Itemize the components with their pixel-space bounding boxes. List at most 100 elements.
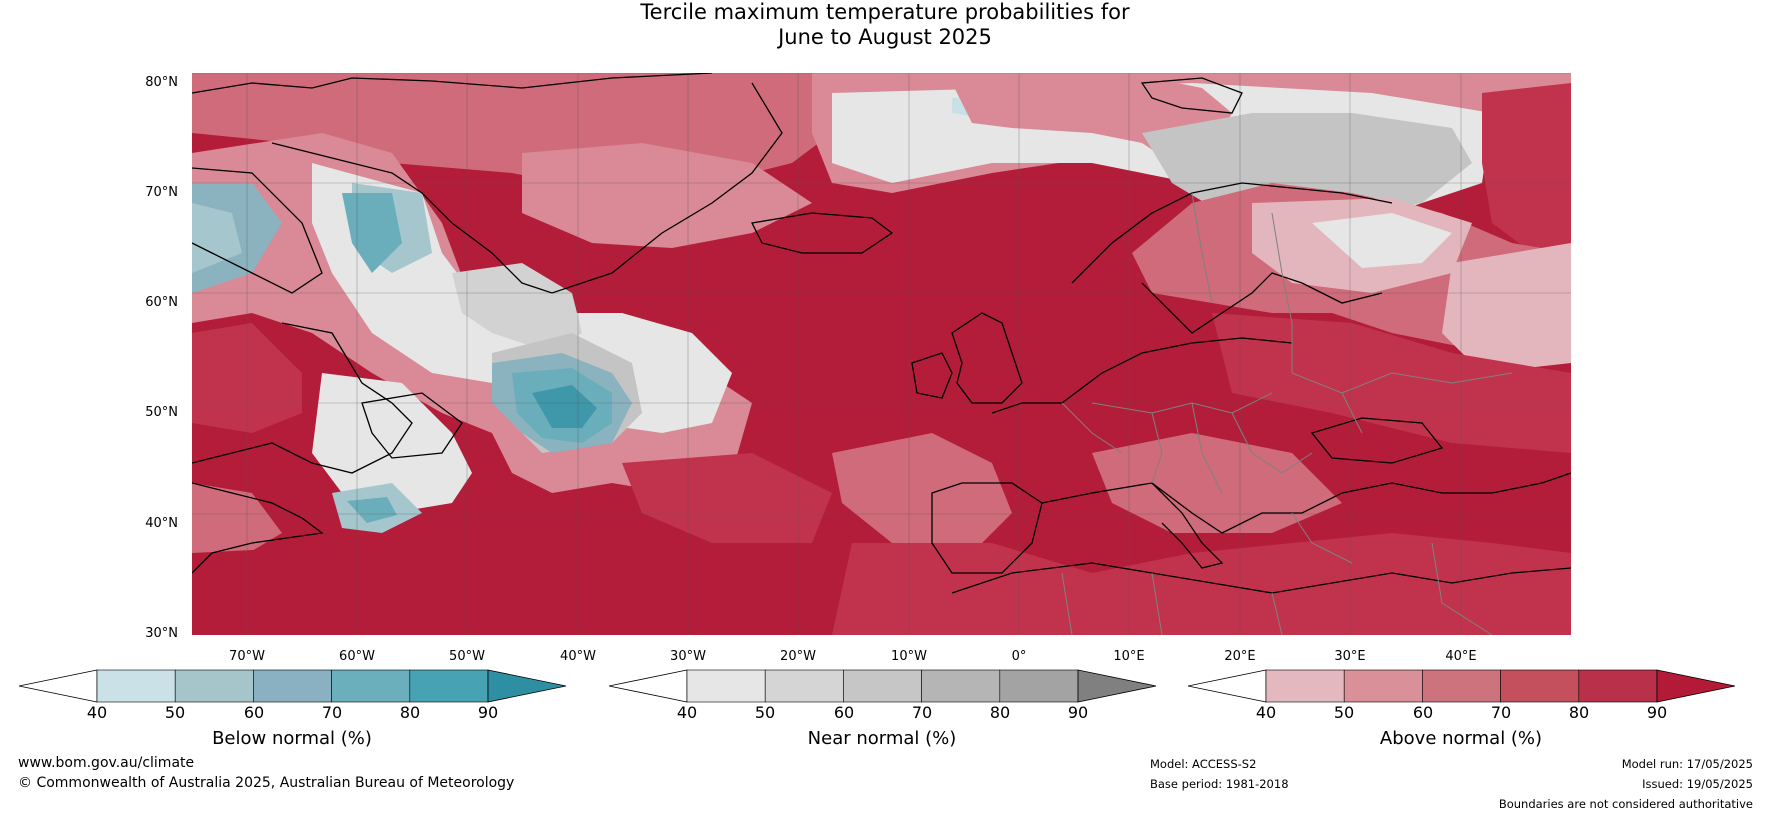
footer-copyright: © Commonwealth of Australia 2025, Austra… [18,775,515,791]
legend-near-tick-60: 60 [833,703,855,722]
legend-below-tick-70: 70 [321,703,343,722]
footer-disclaimer: Boundaries are not considered authoritat… [1498,797,1753,811]
legend-above-tick-40: 40 [1255,703,1277,722]
forecast-map[interactable] [192,73,1571,635]
legend-above-tick-80: 80 [1568,703,1590,722]
legend-below-min-arrow [18,669,98,703]
us-east-coast [192,482,324,574]
lon-label-70w: 70°W [229,649,265,664]
footer-model-run: Model run: 17/05/2025 [1621,757,1753,771]
legend-above-max-arrow [1656,669,1736,703]
legend-near-swatch-1 [686,669,766,703]
lon-label-10w: 10°W [891,649,927,664]
footer-url[interactable]: www.bom.gov.au/climate [18,755,195,771]
eastern-europe-above [1212,313,1571,453]
lon-label-20e: 20°E [1224,649,1256,664]
forecast-map-canvas [192,73,1571,635]
newengland-below-core [347,497,397,523]
legend-below-colorbar [18,669,567,703]
lat-label-60n: 60°N [145,295,178,310]
legend-below-tick-40: 40 [86,703,108,722]
legend-below-swatch-1 [96,669,176,703]
italy-coast [1151,482,1224,569]
iberia-coast [931,482,1043,574]
greenland-coast [192,73,783,294]
west-russia-light [1442,243,1571,373]
legend-below-normal: 40 50 60 70 80 90 Below normal (%) [18,668,568,749]
lat-label-50n: 50°N [145,405,178,420]
norway-coast [1071,182,1393,284]
lon-label-40w: 40°W [560,649,596,664]
iceland-coast [751,212,894,254]
legend-below-max-arrow [487,669,567,703]
legend-near-title: Near normal (%) [807,728,957,749]
lon-label-20w: 20°W [780,649,816,664]
legend-near-swatch-5 [999,669,1079,703]
legend-below-swatch-5 [409,669,489,703]
legend-near-swatch-4 [921,669,1001,703]
legend-above-tick-50: 50 [1333,703,1355,722]
labrador-coast [192,322,413,474]
legend-below-title: Below normal (%) [212,728,372,749]
subtropical-atlantic-above [192,543,792,635]
legend-above-title: Above normal (%) [1379,728,1543,749]
legend-below-swatch-3 [253,669,332,703]
lon-label-10e: 10°E [1113,649,1145,664]
lon-label-60w: 60°W [339,649,375,664]
ireland-coast [911,352,953,399]
lat-label-80n: 80°N [145,75,178,90]
labrador-near-60 [452,263,582,353]
lon-label-30e: 30°E [1334,649,1366,664]
legend-above-swatch-5 [1578,669,1658,703]
legend-near-tick-80: 80 [989,703,1011,722]
legend-above-min-arrow [1187,669,1267,703]
legend-above-colorbar [1187,669,1736,703]
legend-above-tick-70: 70 [1490,703,1512,722]
legend-above-swatch-2 [1343,669,1423,703]
lat-label-40n: 40°N [145,516,178,531]
footer-issued: Issued: 19/05/2025 [1642,777,1753,791]
russia-arctic-above [1482,83,1571,253]
country-borders [1061,192,1513,635]
legend-near-min-arrow [608,669,688,703]
eastcanada-near [312,373,472,513]
map-title-line-2: June to August 2025 [778,25,992,49]
gridlines [192,73,1571,635]
legend-near-max-arrow [1077,669,1157,703]
black-sea-coast [1310,417,1444,464]
footer-model: Model: ACCESS-S2 [1150,757,1257,771]
legend-near-tick-90: 90 [1067,703,1089,722]
labsea-below-90 [532,385,597,428]
legend-near-swatch-2 [764,669,844,703]
legend-above-swatch-4 [1500,669,1580,703]
legend-below-swatch-2 [174,669,254,703]
lat-label-30n: 30°N [145,626,178,641]
legend-above-swatch-1 [1265,669,1345,703]
europe-west-coast [991,337,1293,414]
legend-near-tick-70: 70 [911,703,933,722]
legend-near-colorbar [608,669,1157,703]
us-east-above [192,483,282,563]
canada-west-below-light [192,203,242,273]
map-title-line-1: Tercile maximum temperature probabilitie… [640,0,1130,24]
greenland-light-above-area [522,143,812,248]
legend-below-swatch-4 [331,669,411,703]
footer-base-period: Base period: 1981-2018 [1150,777,1289,791]
legend-near-swatch-3 [843,669,922,703]
lon-label-0: 0° [1011,649,1027,664]
central-atlantic-above [622,453,832,543]
legend-near-tick-40: 40 [676,703,698,722]
legend-near-tick-50: 50 [754,703,776,722]
uk-coast [951,312,1023,404]
legend-above-normal: 40 50 60 70 80 90 Above normal (%) [1187,668,1737,749]
map-title: Tercile maximum temperature probabilitie… [0,0,1770,50]
svalbard-coast [1140,77,1243,114]
legend-above-tick-90: 90 [1646,703,1668,722]
iberia-above [832,433,1012,553]
lon-label-50w: 50°W [449,649,485,664]
legend-below-tick-50: 50 [164,703,186,722]
legend-below-tick-60: 60 [243,703,265,722]
legend-above-swatch-3 [1422,669,1501,703]
lon-label-40e: 40°E [1445,649,1477,664]
finland-near [1312,213,1452,268]
